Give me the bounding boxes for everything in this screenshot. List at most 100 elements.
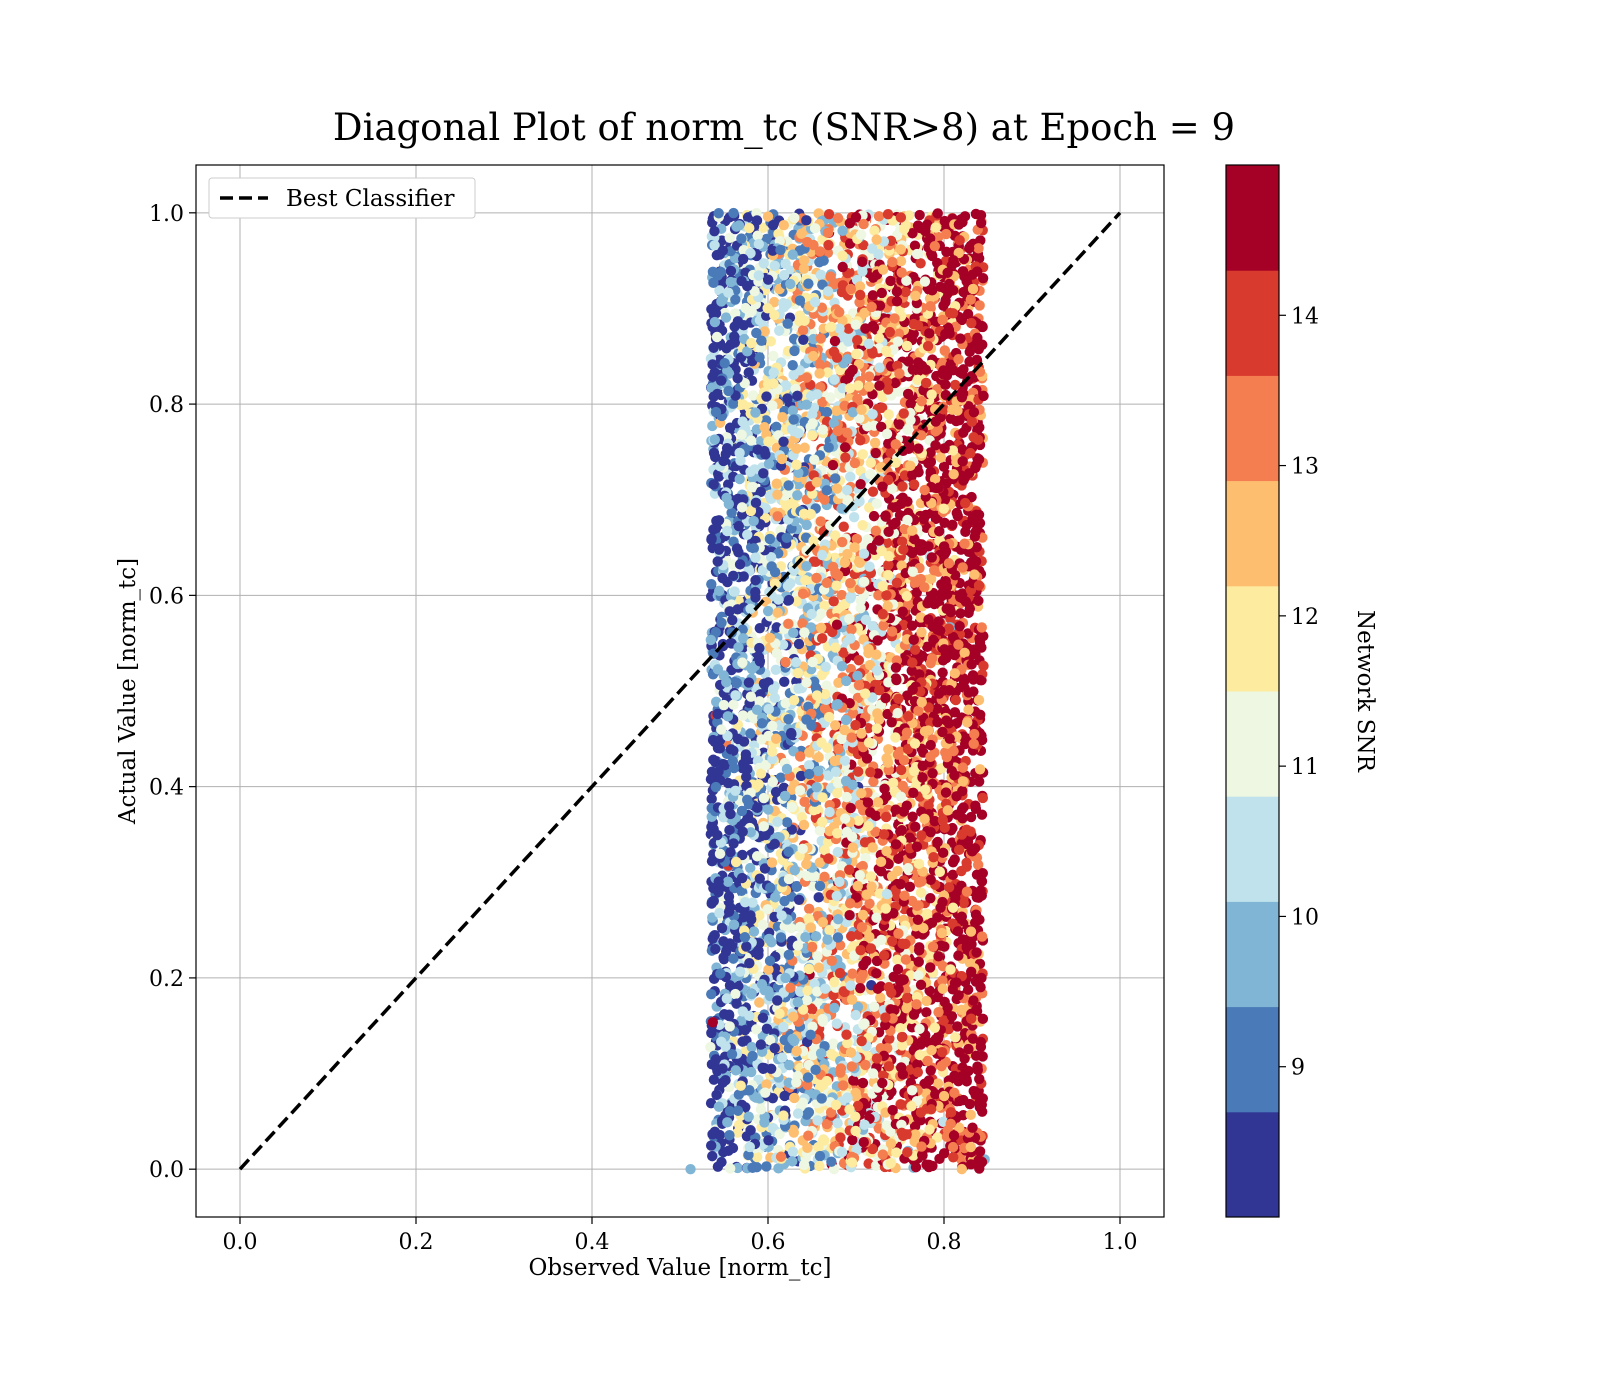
scatter-point xyxy=(824,925,835,936)
scatter-point xyxy=(848,512,860,523)
scatter-point xyxy=(718,936,729,947)
scatter-point xyxy=(937,655,949,666)
scatter-point xyxy=(903,711,914,722)
scatter-point xyxy=(708,895,719,907)
scatter-point xyxy=(708,1074,720,1085)
scatter-point xyxy=(781,817,793,828)
scatter-point xyxy=(883,744,894,755)
scatter-point xyxy=(724,232,736,243)
scatter-point xyxy=(777,411,788,423)
scatter-point xyxy=(714,285,725,296)
scatter-point xyxy=(821,680,832,691)
scatter-point xyxy=(746,481,758,493)
scatter-point xyxy=(773,594,784,605)
scatter-point xyxy=(840,714,852,726)
scatter-point xyxy=(834,940,846,951)
scatter-point xyxy=(864,898,875,909)
scatter-point xyxy=(809,454,820,465)
scatter-point xyxy=(728,207,739,219)
scatter-point xyxy=(778,297,789,309)
scatter-point xyxy=(788,646,799,657)
scatter-point xyxy=(823,239,834,251)
scatter-point xyxy=(712,1161,724,1172)
scatter-point xyxy=(787,405,799,416)
scatter-point xyxy=(869,1001,880,1012)
scatter-point xyxy=(830,473,841,484)
scatter-point xyxy=(774,1128,785,1140)
plot-area xyxy=(195,164,1165,1218)
scatter-point xyxy=(821,406,833,418)
scatter-point xyxy=(836,589,848,601)
scatter-point xyxy=(788,627,799,639)
scatter-point xyxy=(868,776,879,787)
scatter-point xyxy=(845,802,856,814)
scatter-point xyxy=(873,211,885,222)
scatter-point xyxy=(946,837,958,848)
scatter-point xyxy=(836,660,848,672)
scatter-point xyxy=(706,988,717,1000)
scatter-point xyxy=(774,325,785,336)
scatter-point xyxy=(946,1011,958,1022)
scatter-point xyxy=(801,995,813,1006)
scatter-point xyxy=(743,677,755,688)
scatter-point xyxy=(942,805,954,816)
scatter-point xyxy=(823,208,835,220)
scatter-point xyxy=(857,449,869,460)
scatter-point xyxy=(822,247,833,258)
scatter-point xyxy=(919,276,931,287)
scatter-point xyxy=(721,525,733,537)
scatter-point xyxy=(881,1120,892,1131)
scatter-point xyxy=(932,1078,944,1089)
scatter-point xyxy=(884,1033,895,1044)
scatter-point xyxy=(757,222,769,233)
scatter-point xyxy=(913,443,924,454)
scatter-point xyxy=(867,486,879,497)
scatter-point xyxy=(845,593,856,604)
scatter-point xyxy=(940,228,952,240)
scatter-point xyxy=(751,1024,762,1035)
scatter-point xyxy=(892,954,903,965)
scatter-point xyxy=(838,521,849,532)
scatter-point xyxy=(828,1038,839,1049)
scatter-point xyxy=(705,1041,716,1053)
scatter-point xyxy=(907,811,918,822)
scatter-point xyxy=(968,995,979,1006)
scatter-point xyxy=(896,824,908,836)
scatter-point xyxy=(932,703,943,714)
scatter-point xyxy=(947,857,959,868)
scatter-point xyxy=(892,865,903,877)
scatter-point xyxy=(814,257,825,268)
scatter-point xyxy=(718,758,729,770)
scatter-point xyxy=(930,440,941,451)
scatter-point xyxy=(797,325,809,336)
scatter-point xyxy=(720,312,732,323)
scatter-point xyxy=(925,300,936,312)
scatter-point xyxy=(751,1151,763,1163)
scatter-point xyxy=(779,676,790,687)
scatter-point xyxy=(847,708,859,719)
scatter-point xyxy=(771,421,782,433)
scatter-point xyxy=(778,782,790,793)
scatter-point xyxy=(862,534,873,545)
scatter-point xyxy=(716,296,727,307)
scatter-point xyxy=(818,1134,829,1145)
scatter-point xyxy=(857,909,869,921)
scatter-point xyxy=(973,243,984,254)
scatter-point xyxy=(845,471,856,483)
scatter-point xyxy=(964,346,975,358)
scatter-point xyxy=(974,1146,986,1157)
scatter-point xyxy=(921,1007,932,1018)
scatter-point xyxy=(977,272,989,284)
scatter-point xyxy=(849,457,861,469)
scatter-point xyxy=(765,336,777,347)
scatter-point xyxy=(948,1152,959,1163)
scatter-point xyxy=(960,497,971,509)
scatter-point xyxy=(891,1147,902,1158)
scatter-point xyxy=(705,1097,717,1109)
scatter-point xyxy=(965,294,976,305)
scatter-point xyxy=(713,208,724,219)
scatter-point xyxy=(711,1089,722,1101)
scatter-point xyxy=(956,1004,967,1016)
scatter-point xyxy=(913,956,924,968)
